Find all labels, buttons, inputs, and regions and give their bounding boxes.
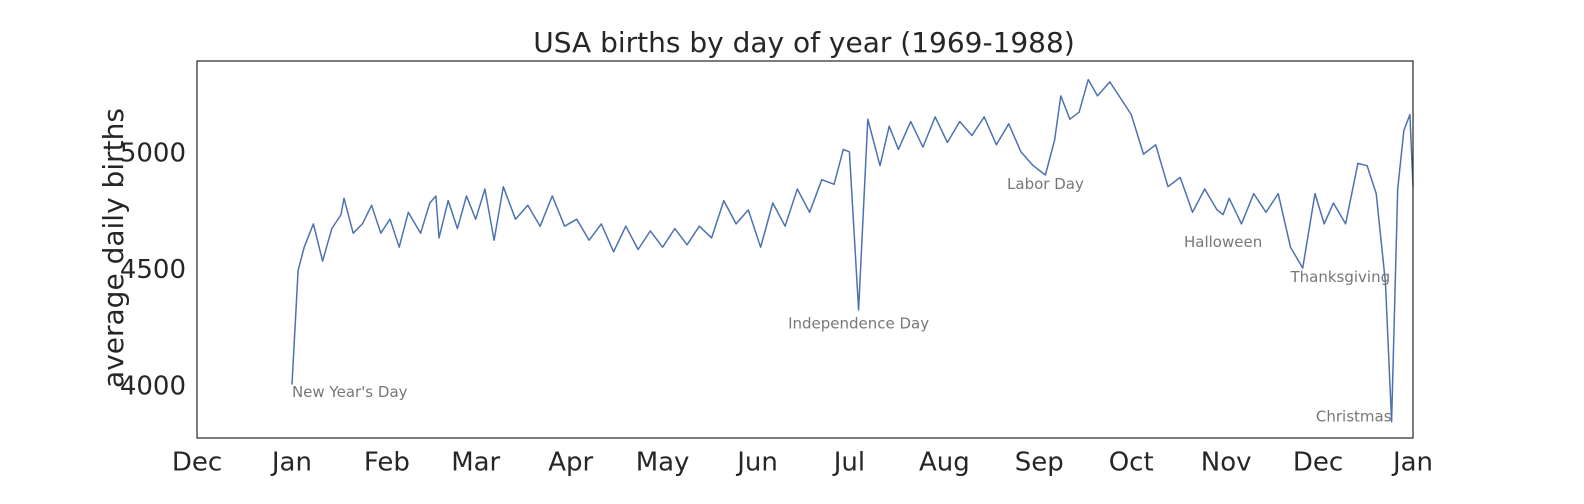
x-ticks: Dec Jan Feb Mar Apr May Jun Jul Aug Sep Oct Nov Dec J… bbox=[172, 448, 1433, 478]
x-tick-label: Nov bbox=[1201, 448, 1252, 478]
y-ticks: 4000 4500 5000 bbox=[120, 139, 186, 402]
x-tick-label: Sep bbox=[1015, 448, 1064, 478]
x-tick-label: Feb bbox=[364, 448, 410, 478]
x-tick-label: Jan bbox=[1391, 448, 1433, 478]
annotation-label: Thanksgiving bbox=[1289, 268, 1390, 286]
annotation-label: Labor Day bbox=[1007, 175, 1084, 193]
x-tick-label: Dec bbox=[172, 448, 222, 478]
annotation-label: Independence Day bbox=[788, 314, 929, 332]
chart-title: USA births by day of year (1969-1988) bbox=[533, 26, 1075, 59]
y-tick-label: 4500 bbox=[120, 255, 186, 285]
annotation-label: New Year's Day bbox=[292, 383, 408, 401]
plot-frame bbox=[196, 60, 1414, 439]
y-tick-label: 5000 bbox=[120, 139, 186, 169]
annotation-label: Christmas bbox=[1316, 408, 1392, 426]
x-tick-label: Apr bbox=[548, 448, 593, 478]
series-layer bbox=[291, 78, 1414, 423]
x-tick-label: Dec bbox=[1293, 448, 1343, 478]
annotation-label: Halloween bbox=[1184, 233, 1262, 251]
x-tick-label: Oct bbox=[1109, 448, 1154, 478]
x-tick-label: Mar bbox=[451, 448, 500, 478]
y-axis-label: average daily births bbox=[97, 108, 130, 388]
x-tick-label: Jan bbox=[270, 448, 312, 478]
series-line bbox=[291, 78, 1414, 423]
x-tick-label: Aug bbox=[919, 448, 970, 478]
x-tick-label: Jun bbox=[735, 448, 778, 478]
annotations-layer: New Year's Day Independence Day Labor Day H… bbox=[292, 175, 1392, 426]
x-tick-label: Jul bbox=[832, 448, 865, 478]
y-tick-label: 4000 bbox=[120, 371, 186, 401]
x-tick-label: May bbox=[636, 448, 690, 478]
